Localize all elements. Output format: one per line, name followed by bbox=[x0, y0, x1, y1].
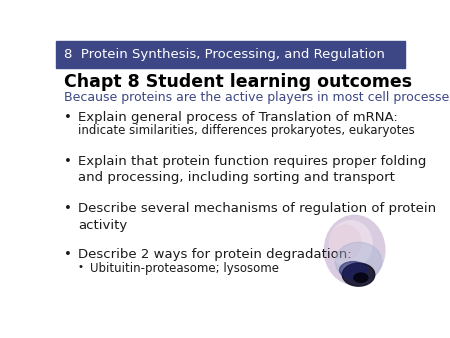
Text: Explain general process of Translation of mRNA:: Explain general process of Translation o… bbox=[78, 112, 398, 124]
Text: Because proteins are the active players in most cell processes: Because proteins are the active players … bbox=[64, 91, 450, 104]
Text: •: • bbox=[64, 202, 72, 215]
Ellipse shape bbox=[335, 242, 382, 281]
Text: Describe several mechanisms of regulation of protein
activity: Describe several mechanisms of regulatio… bbox=[78, 202, 436, 232]
Ellipse shape bbox=[354, 273, 368, 282]
Ellipse shape bbox=[330, 225, 361, 260]
Text: indicate similarities, differences prokaryotes, eukaryotes: indicate similarities, differences proka… bbox=[78, 124, 415, 138]
Text: •: • bbox=[64, 154, 72, 168]
Text: Chapt 8 Student learning outcomes: Chapt 8 Student learning outcomes bbox=[64, 73, 412, 91]
Bar bbox=[56, 41, 405, 68]
Ellipse shape bbox=[339, 262, 367, 279]
Text: 8  Protein Synthesis, Processing, and Regulation: 8 Protein Synthesis, Processing, and Reg… bbox=[64, 48, 385, 61]
Text: •: • bbox=[78, 262, 84, 271]
Text: •: • bbox=[64, 112, 72, 124]
Ellipse shape bbox=[329, 221, 372, 267]
Text: •: • bbox=[64, 248, 72, 262]
Ellipse shape bbox=[342, 263, 375, 286]
Text: Ubituitin-proteasome; lysosome: Ubituitin-proteasome; lysosome bbox=[90, 262, 279, 274]
Text: Describe 2 ways for protein degradation:: Describe 2 ways for protein degradation: bbox=[78, 248, 351, 262]
Text: Explain that protein function requires proper folding
and processing, including : Explain that protein function requires p… bbox=[78, 154, 426, 184]
Ellipse shape bbox=[324, 215, 385, 285]
